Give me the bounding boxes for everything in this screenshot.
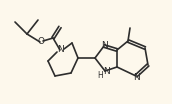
Text: N: N (101, 40, 107, 50)
Text: H: H (97, 72, 103, 80)
Text: O: O (37, 38, 45, 46)
Text: N: N (134, 74, 140, 82)
Text: N: N (57, 46, 63, 54)
Text: N: N (103, 67, 109, 77)
